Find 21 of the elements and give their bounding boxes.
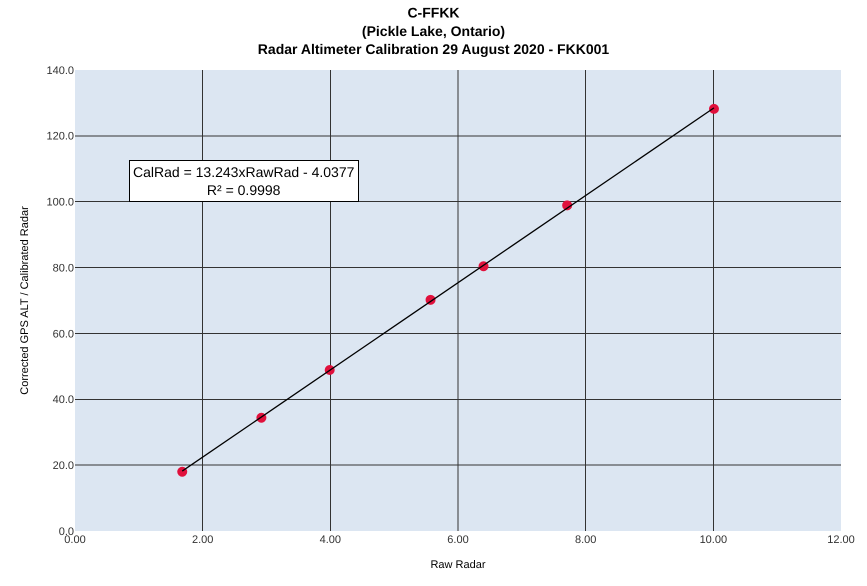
point: [177, 466, 188, 477]
annotation: CalRad = 13.243xRawRad - 4.0377: [133, 164, 355, 180]
y-tick-label: 140.0: [46, 64, 74, 77]
y-axis-title: Corrected GPS ALT / Calibrated Radar: [19, 206, 32, 395]
y-tick-label: 60.0: [52, 328, 74, 340]
x-tick-label: 6.00: [447, 534, 469, 546]
x-tick-label: 8.00: [574, 534, 596, 546]
x-tick-label: 12.00: [827, 534, 855, 546]
chart-subtitle: (Pickle Lake, Ontario) Radar Altimeter Calibration 29 August 2020 - FKK001: [258, 22, 610, 57]
y-tick-label: 80.0: [52, 262, 74, 274]
x-tick-label: 4.00: [320, 534, 342, 546]
y-tick-label: 40.0: [52, 394, 74, 406]
x-tick-label: 0.00: [64, 534, 86, 546]
x-tick-label: 10.00: [700, 534, 728, 546]
x-axis-title: Raw Radar: [430, 559, 486, 572]
y-tick-label: 100.0: [46, 196, 74, 209]
y-tick-label: 20.0: [52, 460, 74, 472]
y-tick-label: 120.0: [46, 130, 74, 143]
chart-title: C-FFKK: [407, 4, 460, 21]
x-tick-label: 2.00: [192, 534, 214, 546]
annotation: R² = 0.9998: [206, 182, 281, 198]
